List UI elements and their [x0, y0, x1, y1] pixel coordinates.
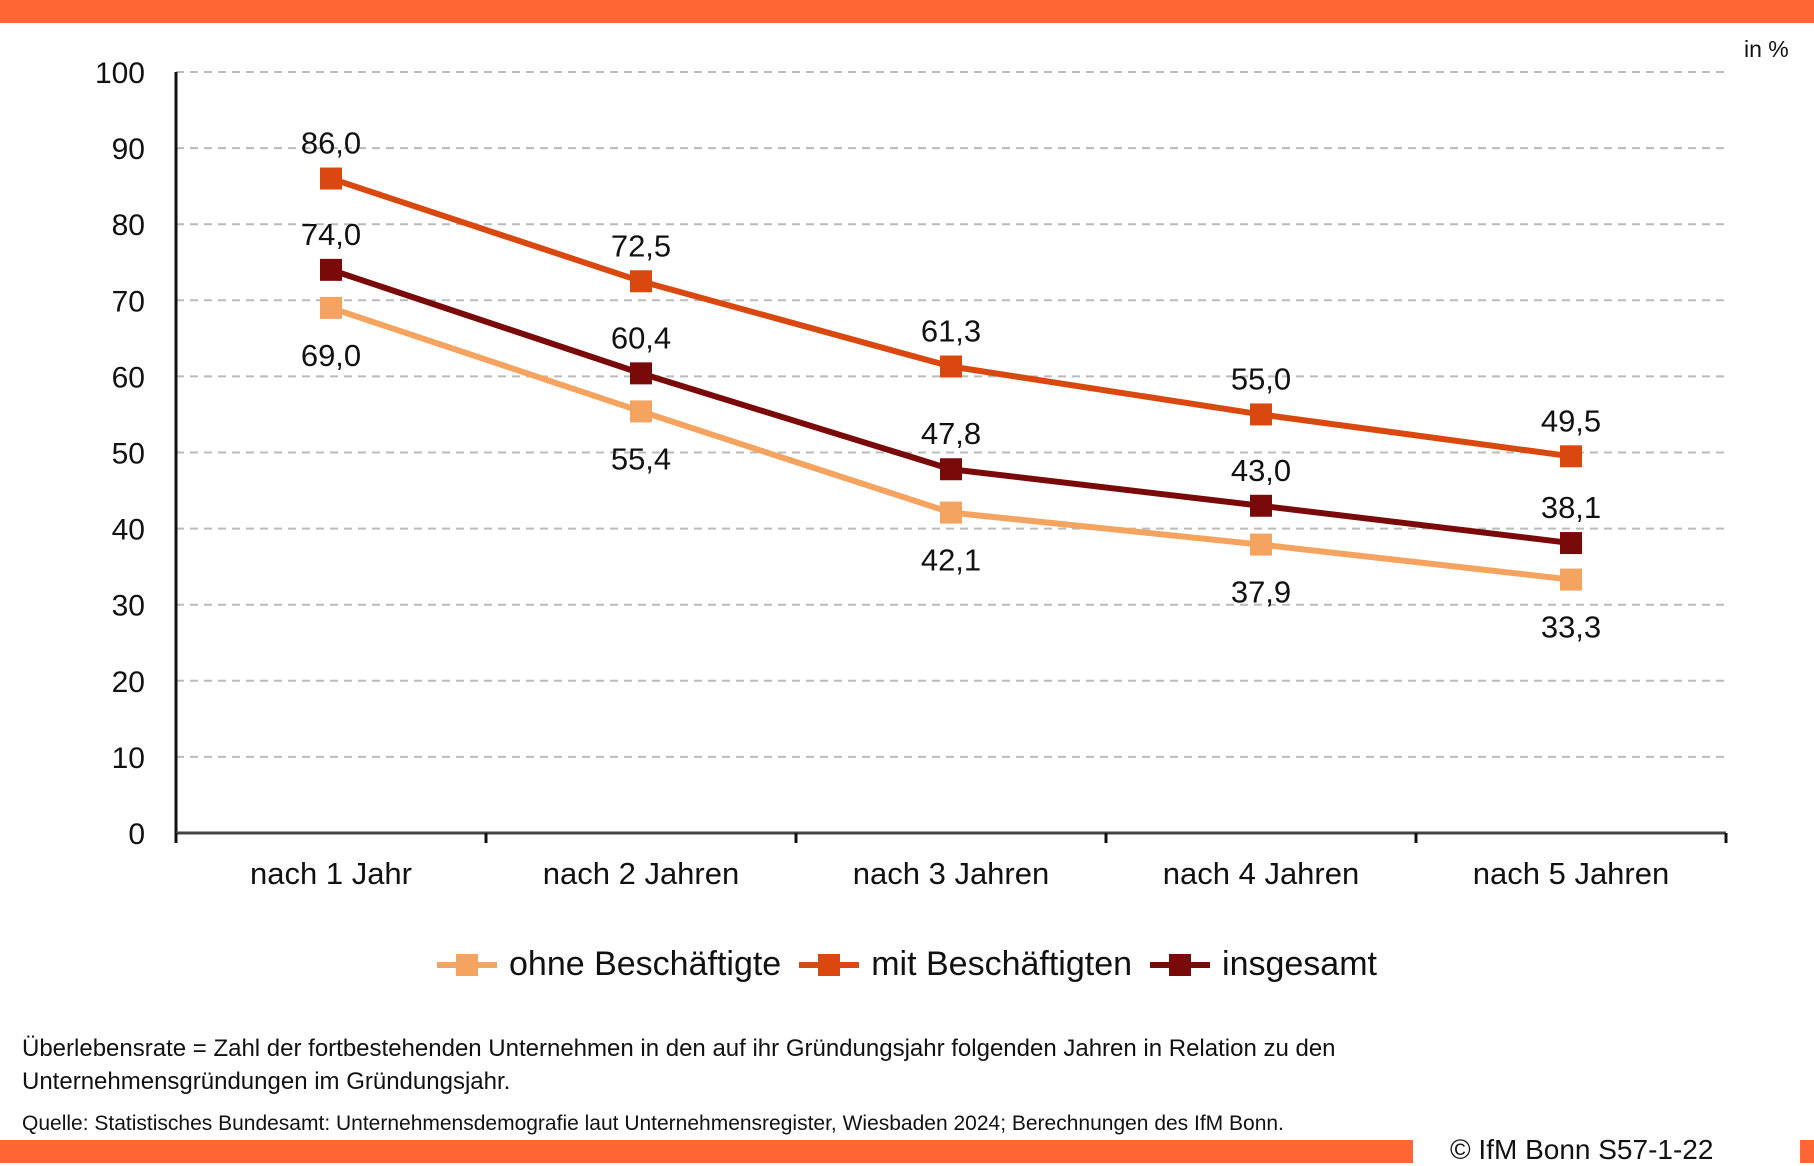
legend-item-mit-beschaeftigten[interactable]: mit Beschäftigten	[799, 945, 1132, 984]
data-label: 55,0	[1231, 361, 1291, 396]
legend-line-marker-icon	[799, 953, 860, 977]
data-label: 72,5	[611, 228, 671, 263]
data-label: 60,4	[611, 320, 671, 355]
y-tick-label: 30	[112, 590, 145, 623]
x-tick-label: nach 3 Jahren	[853, 856, 1049, 891]
y-tick-label: 0	[128, 818, 145, 851]
x-tick-label: nach 1 Jahr	[250, 856, 412, 891]
data-point-marker	[1560, 532, 1582, 555]
data-label: 47,8	[921, 416, 981, 451]
y-tick-label: 100	[95, 57, 145, 90]
data-point-marker	[940, 458, 962, 481]
data-label: 49,5	[1541, 403, 1601, 438]
y-tick-label: 50	[112, 438, 145, 471]
y-tick-label: 40	[112, 514, 145, 547]
data-label: 43,0	[1231, 453, 1291, 488]
data-point-marker	[320, 167, 342, 190]
y-tick-label: 80	[112, 209, 145, 242]
y-tick-label: 20	[112, 666, 145, 699]
data-label: 33,3	[1541, 610, 1601, 645]
legend-item-ohne-beschaeftigte[interactable]: ohne Beschäftigte	[437, 945, 781, 984]
data-point-marker	[320, 258, 342, 281]
data-label: 74,0	[301, 217, 361, 252]
data-point-marker	[1250, 533, 1272, 556]
data-label: 55,4	[611, 441, 671, 476]
y-tick-label: 70	[112, 285, 145, 318]
footnote: Überlebensrate = Zahl der fortbestehende…	[22, 1032, 1622, 1098]
unit-label: in %	[1744, 36, 1789, 62]
data-label: 86,0	[301, 126, 361, 161]
y-axis-ticks: 0 10 20 30 40 50 60 70 80 90 100	[95, 57, 145, 851]
bottom-brand-bar	[0, 1140, 1413, 1163]
legend-item-insgesamt[interactable]: insgesamt	[1150, 945, 1377, 984]
data-point-marker	[1560, 568, 1582, 591]
data-point-marker	[940, 355, 962, 378]
data-label: 38,1	[1541, 490, 1601, 525]
data-label: 37,9	[1231, 575, 1291, 610]
legend-line-marker-icon	[437, 953, 498, 977]
y-tick-label: 60	[112, 361, 145, 394]
data-labels: 69,0 55,4 42,1 37,9 33,3 86,0 72,5 61,3 55,0 49,5…	[301, 126, 1601, 645]
data-label: 42,1	[921, 543, 981, 578]
x-tick-label: nach 2 Jahren	[543, 856, 739, 891]
x-tick-label: nach 4 Jahren	[1163, 856, 1359, 891]
data-point-marker	[1250, 494, 1272, 517]
legend: ohne Beschäftigte mit Beschäftigten insg…	[0, 945, 1814, 984]
data-point-marker	[630, 362, 652, 385]
footnote-line-1: Überlebensrate = Zahl der fortbestehende…	[22, 1035, 1336, 1062]
legend-label: mit Beschäftigten	[871, 945, 1133, 983]
axes	[174, 72, 1728, 843]
source-note: Quelle: Statistisches Bundesamt: Unterne…	[22, 1112, 1284, 1135]
legend-label: insgesamt	[1222, 945, 1377, 983]
footnote-line-2: Unternehmensgründungen im Gründungsjahr.	[22, 1068, 511, 1095]
top-brand-bar	[0, 0, 1814, 23]
data-point-marker	[630, 400, 652, 423]
y-tick-label: 10	[112, 742, 145, 775]
bottom-brand-bar-end	[1800, 1140, 1814, 1163]
legend-line-marker-icon	[1150, 953, 1211, 977]
data-point-marker	[1560, 445, 1582, 468]
x-axis-ticks: nach 1 Jahr nach 2 Jahren nach 3 Jahren nac…	[250, 856, 1669, 891]
data-label: 61,3	[921, 314, 981, 349]
gridlines	[176, 71, 1726, 758]
data-point-marker	[940, 501, 962, 524]
data-point-marker	[1250, 403, 1272, 426]
y-tick-label: 90	[112, 133, 145, 166]
data-point-marker	[630, 270, 652, 293]
data-label: 69,0	[301, 338, 361, 373]
series-group	[320, 167, 1582, 591]
x-tick-label: nach 5 Jahren	[1473, 856, 1669, 891]
legend-label: ohne Beschäftigte	[509, 945, 782, 983]
copyright-label: © IfM Bonn S57-1-22	[1450, 1134, 1714, 1165]
data-point-marker	[320, 296, 342, 319]
